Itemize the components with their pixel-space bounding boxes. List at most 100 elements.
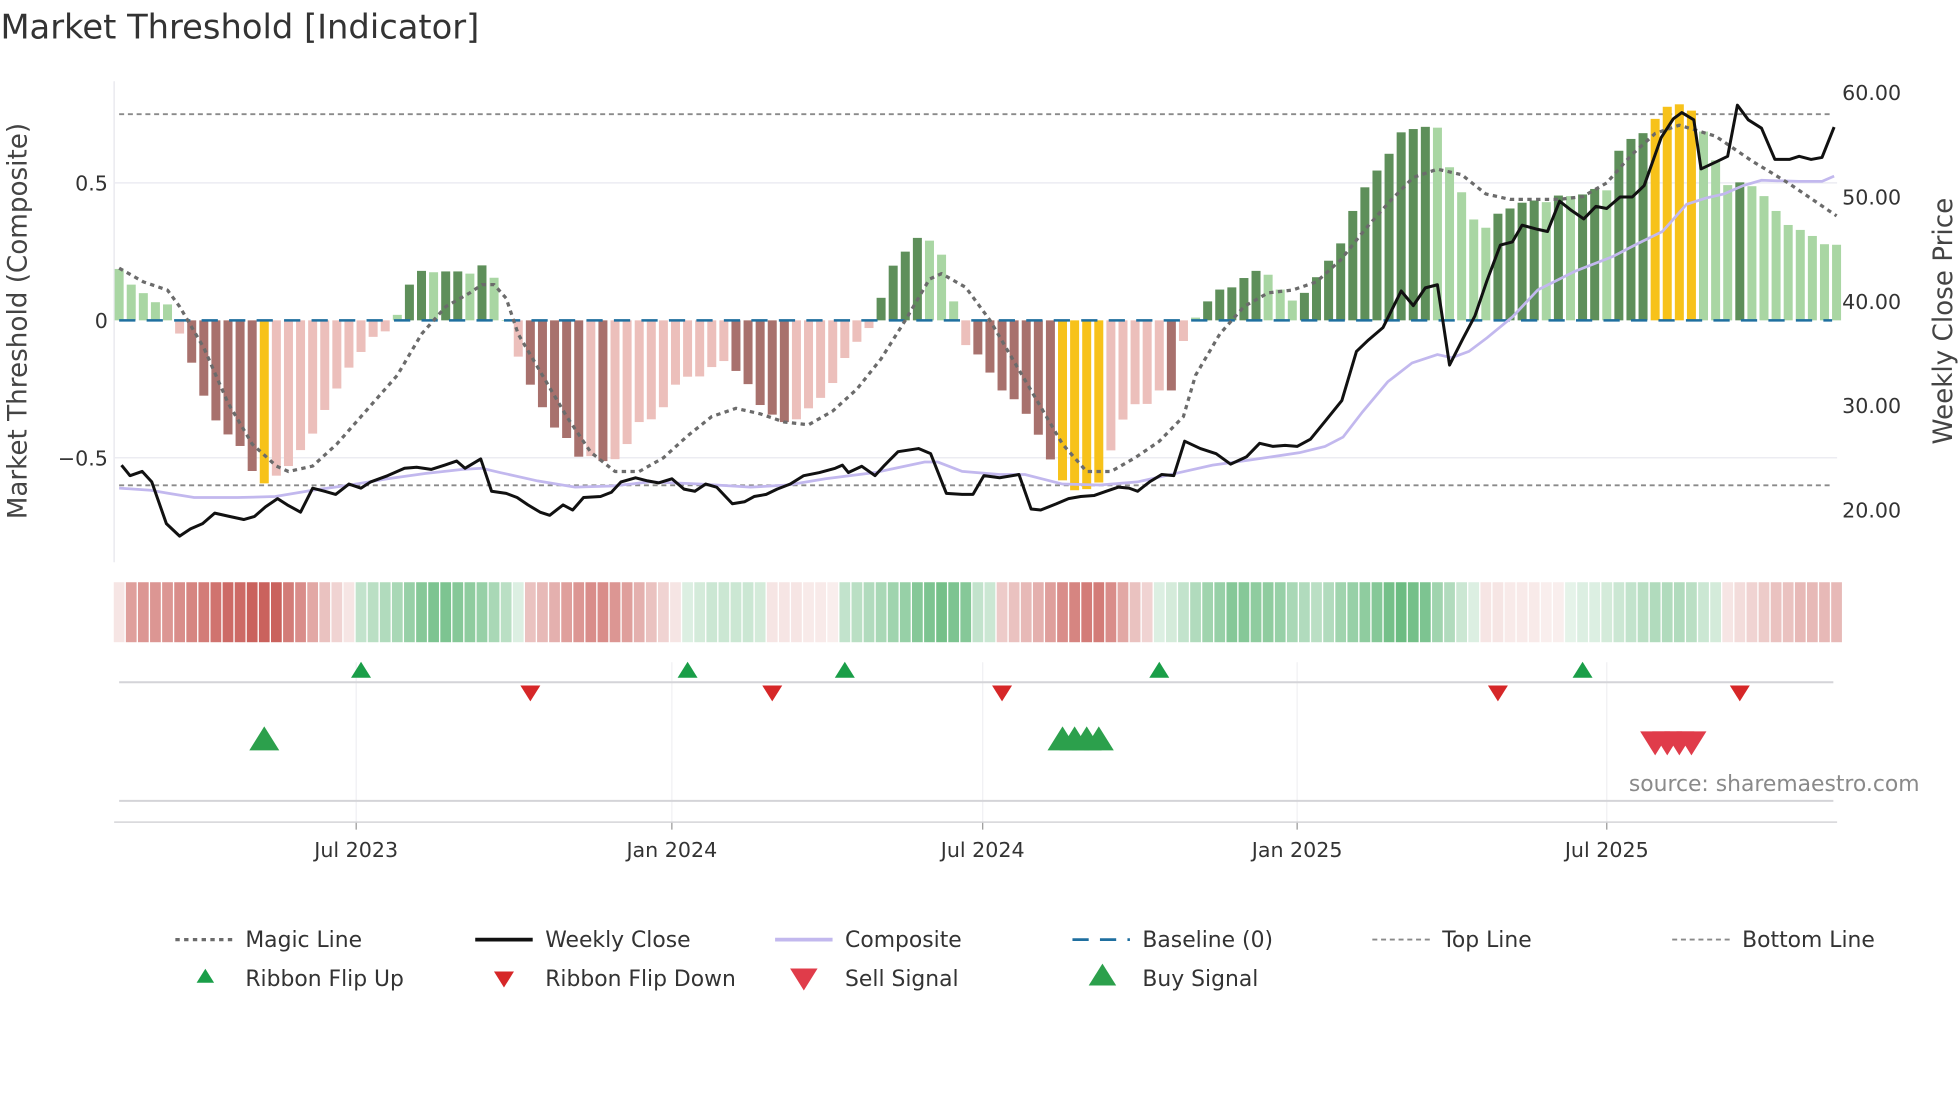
ribbon-cell (1214, 582, 1226, 643)
ribbon-cell (222, 582, 234, 643)
composite-bar (1324, 260, 1334, 321)
composite-bar (1578, 194, 1588, 321)
composite-bar (1541, 202, 1551, 321)
composite-bar (658, 320, 668, 408)
composite-bar (441, 271, 451, 321)
ribbon-cell (1032, 582, 1044, 643)
ribbon-cell (1686, 582, 1697, 643)
legend-label: Buy Signal (1142, 967, 1258, 992)
composite-bar (1699, 131, 1709, 321)
ribbon-cell (355, 582, 367, 643)
composite-bar (163, 304, 173, 321)
composite-bar (235, 320, 245, 446)
sell-signal-legend-icon (790, 968, 818, 991)
ribbon-cell (283, 582, 294, 643)
ribbon-cell (827, 582, 839, 643)
ribbon-strip (113, 582, 1842, 643)
ribbon-flip-up-marker (677, 661, 698, 678)
ribbon-cell (1153, 582, 1165, 643)
ribbon-cell (839, 582, 851, 643)
composite-bar (1711, 160, 1721, 321)
ribbon-cell (150, 582, 161, 643)
composite-bar (574, 320, 584, 457)
ribbon-cell (1262, 582, 1274, 643)
composite-bar (550, 320, 560, 428)
composite-bar (1384, 153, 1394, 321)
ribbon-cell (476, 582, 488, 643)
composite-bar (804, 320, 814, 409)
magic-line (118, 123, 1838, 474)
composite-bar (1735, 182, 1745, 321)
x-tick-label: Jul 2024 (939, 838, 1025, 862)
composite-bar (997, 320, 1007, 391)
ribbon-cell (682, 582, 693, 643)
ribbon-cell (125, 582, 137, 643)
ribbon-cell (863, 582, 875, 643)
composite-bar (707, 320, 717, 368)
ribbon-cell (803, 582, 814, 643)
ribbon-cell (1359, 582, 1371, 643)
buy-signal-marker (1083, 726, 1114, 751)
composite-bar (876, 297, 886, 321)
ribbon-cell (778, 582, 790, 643)
composite-bar (670, 320, 680, 385)
ribbon-cell (440, 582, 452, 643)
composite-bar (586, 320, 596, 457)
composite-bar (114, 268, 124, 321)
x-tick-label: Jul 2025 (1563, 838, 1649, 862)
composite-bar (1529, 200, 1539, 321)
ribbon-cell (766, 582, 778, 643)
composite-bar (138, 293, 148, 321)
composite-bar (1759, 196, 1769, 321)
composite-bar (622, 320, 632, 445)
ribbon-cell (585, 582, 597, 643)
composite-bar (1299, 292, 1309, 321)
ribbon-cell (706, 582, 718, 643)
ribbon-cell (609, 582, 621, 643)
composite-bar (1215, 289, 1225, 321)
signal-panel (114, 661, 1838, 823)
ribbon-flip-down-marker (762, 685, 783, 702)
composite-bar (1239, 278, 1249, 321)
ribbon-cell (1516, 582, 1528, 643)
ribbon-cell (428, 582, 439, 643)
ribbon-flip-up-legend-icon (196, 968, 215, 983)
composite-bar (828, 320, 838, 384)
ribbon-cell (162, 582, 173, 643)
ribbon-cell (404, 582, 415, 643)
composite-bar (380, 320, 390, 332)
ribbon-cell (960, 582, 972, 643)
composite-bar (126, 284, 136, 321)
composite-bar (961, 320, 971, 346)
ribbon-cell (1456, 582, 1468, 643)
ribbon-cell (730, 582, 742, 643)
composite-bar (1602, 190, 1612, 321)
composite-bar (888, 265, 898, 321)
ribbon-flip-down-marker (1487, 685, 1508, 702)
right-tick-label: 40.00 (1842, 290, 1901, 314)
composite-bar (1045, 320, 1055, 460)
ribbon-cell (1105, 582, 1117, 643)
composite-bar (1311, 277, 1321, 321)
ribbon-cell (1601, 582, 1613, 643)
ribbon-cell (549, 582, 560, 643)
ribbon-cell (742, 582, 754, 643)
ribbon-cell (1794, 582, 1806, 643)
ribbon-cell (1395, 582, 1407, 643)
composite-bar (634, 320, 644, 423)
ribbon-cell (621, 582, 633, 643)
ribbon-cell (246, 582, 258, 643)
x-tick-label: Jan 2024 (624, 838, 717, 862)
ribbon-flip-down-marker (520, 685, 541, 702)
composite-bar (404, 284, 414, 321)
ribbon-cell (754, 582, 766, 643)
ribbon-cell (270, 582, 282, 643)
grid (113, 81, 1838, 563)
ribbon-cell (1323, 582, 1334, 643)
ribbon-cell (791, 582, 802, 643)
composite-bar (1009, 320, 1019, 400)
ribbon-cell (597, 582, 609, 643)
composite-bar (731, 320, 741, 371)
ribbon-flip-down-legend-icon (493, 971, 514, 988)
composite-bar (1372, 170, 1382, 321)
